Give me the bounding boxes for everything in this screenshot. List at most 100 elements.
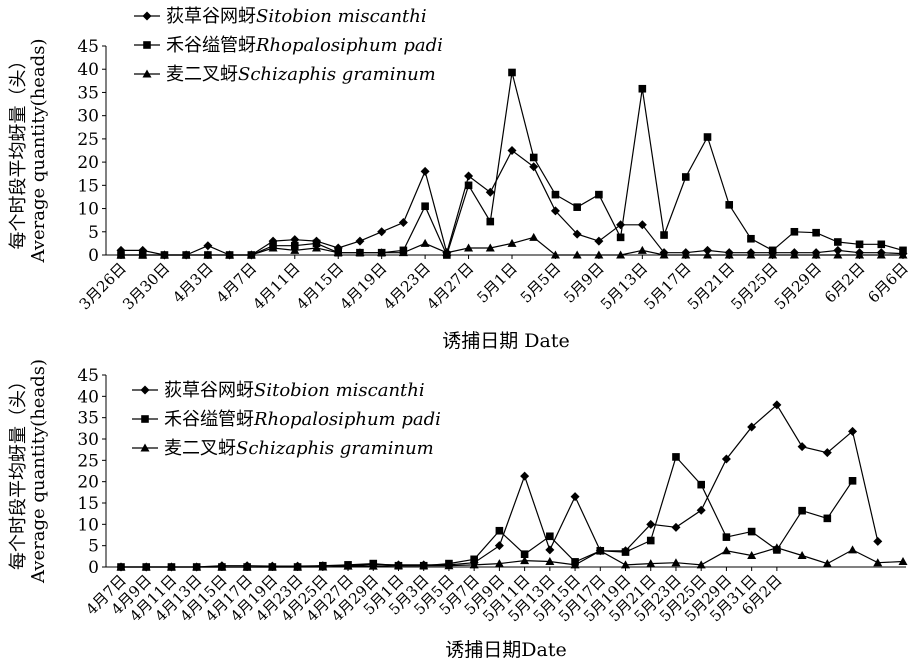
data-point xyxy=(873,536,883,546)
data-point xyxy=(355,248,365,257)
y-tick-label: 5 xyxy=(88,223,99,243)
data-point xyxy=(520,550,529,558)
data-point xyxy=(789,250,799,259)
data-point xyxy=(550,250,560,259)
x-tick-label: 5月17日 xyxy=(640,259,694,313)
data-point xyxy=(486,217,495,226)
legend-entry: 荻草谷网蚜Sitobion miscanthi xyxy=(132,380,425,401)
data-point xyxy=(529,153,538,162)
legend-label: 麦二叉蚜Schizaphis graminum xyxy=(164,438,434,459)
x-tick-label: 5月13日 xyxy=(597,259,651,313)
data-point xyxy=(671,558,681,567)
data-point xyxy=(377,227,387,237)
legend-label: 荻草谷网蚜Sitobion miscanthi xyxy=(164,380,425,401)
data-point xyxy=(318,562,328,571)
data-point xyxy=(398,217,408,227)
data-point xyxy=(703,250,712,259)
x-tick-label: 3月26日 xyxy=(76,259,130,313)
series-2 xyxy=(117,453,857,571)
data-point xyxy=(485,187,495,197)
data-point xyxy=(646,519,656,529)
y-tick-label: 25 xyxy=(77,130,99,150)
y-tick-label: 45 xyxy=(77,37,99,57)
data-point xyxy=(494,559,504,568)
legend-entry: 禾谷缢管蚜Rhopalosiphum padi xyxy=(134,35,443,56)
x-tick-label: 4月27日 xyxy=(423,259,477,313)
data-point xyxy=(747,527,756,536)
series-3 xyxy=(116,232,908,259)
data-point xyxy=(747,422,757,432)
data-point xyxy=(772,400,782,410)
data-point xyxy=(494,541,504,551)
data-point xyxy=(572,229,582,239)
data-point xyxy=(508,68,516,77)
data-point xyxy=(822,559,832,568)
data-point xyxy=(703,133,712,141)
data-point xyxy=(507,146,517,155)
data-point xyxy=(420,238,430,247)
data-point xyxy=(672,453,680,461)
data-point xyxy=(546,532,554,541)
legend-label: 禾谷缢管蚜Rhopalosiphum padi xyxy=(166,35,443,56)
data-point xyxy=(343,561,353,570)
data-point xyxy=(721,546,731,555)
x-axis-title: 诱捕日期 Date xyxy=(442,330,569,352)
legend-marker xyxy=(143,41,151,49)
data-point xyxy=(572,250,582,259)
data-point xyxy=(551,190,560,199)
data-point xyxy=(638,84,647,93)
data-point xyxy=(420,166,430,176)
legend-name-cn: 麦二叉蚜 xyxy=(166,64,238,85)
x-tick-label: 5月5日 xyxy=(517,259,564,306)
data-point xyxy=(811,250,821,259)
legend-name-cn: 禾谷缢管蚜 xyxy=(164,409,254,430)
x-tick-label: 5月25日 xyxy=(727,259,781,313)
data-point xyxy=(822,448,832,458)
data-point xyxy=(616,220,626,230)
data-point xyxy=(855,250,865,259)
data-point xyxy=(646,559,656,568)
data-point xyxy=(520,556,530,565)
data-point xyxy=(203,241,213,251)
y-tick-label: 40 xyxy=(77,387,99,407)
data-point xyxy=(703,245,712,255)
x-tick-label: 4月19日 xyxy=(336,259,390,313)
data-point xyxy=(721,454,731,464)
data-point xyxy=(848,545,858,554)
data-point xyxy=(529,162,539,172)
data-point xyxy=(419,561,429,570)
legend-name-latin: Rhopalosiphum padi xyxy=(253,409,441,430)
y-tick-label: 0 xyxy=(88,558,99,578)
data-point xyxy=(659,250,669,259)
y-axis-title-en: Average quantity(heads) xyxy=(28,359,49,584)
data-point xyxy=(312,239,321,248)
data-point xyxy=(507,238,517,247)
y-tick-label: 10 xyxy=(77,200,99,220)
data-point xyxy=(747,550,757,559)
data-point xyxy=(333,248,343,257)
legend-marker xyxy=(142,11,152,21)
y-tick-label: 45 xyxy=(77,366,99,386)
data-point xyxy=(355,236,365,246)
data-point xyxy=(798,506,806,515)
data-point xyxy=(724,250,734,259)
y-tick-label: 5 xyxy=(88,537,99,557)
y-tick-label: 15 xyxy=(77,494,99,514)
data-point xyxy=(646,536,655,545)
x-tick-label: 3月30日 xyxy=(119,259,173,313)
data-point xyxy=(876,250,886,259)
data-point xyxy=(545,545,555,555)
y-tick-label: 35 xyxy=(77,83,99,103)
data-point xyxy=(616,233,625,242)
data-point xyxy=(873,558,883,567)
data-point xyxy=(855,240,864,249)
data-point xyxy=(898,250,908,259)
legend-entry: 麦二叉蚜Schizaphis graminum xyxy=(132,438,434,459)
chart-1: 0510152025303540453月26日3月30日4月3日4月7日4月11… xyxy=(8,6,912,352)
data-point xyxy=(772,543,782,552)
data-point xyxy=(848,426,858,436)
data-point xyxy=(166,562,176,571)
data-point xyxy=(595,546,605,555)
data-point xyxy=(242,562,252,571)
